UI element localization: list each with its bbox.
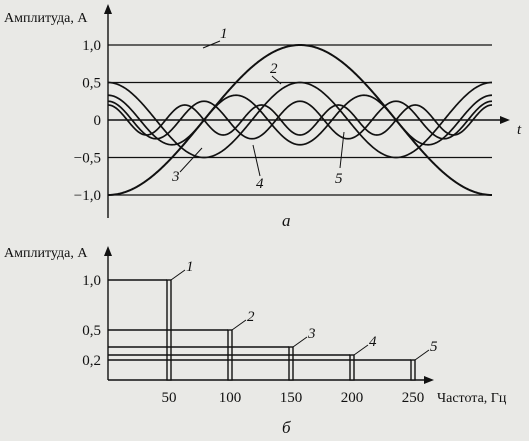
panel-a-y-tick-label: 0,5 (82, 76, 101, 92)
series-5-curve (107, 104, 493, 136)
bar-4-label: 4 (369, 334, 377, 350)
bar-3-leader (292, 336, 308, 348)
series-3-curve (107, 94, 493, 146)
series-1-label: 1 (220, 26, 228, 42)
panel-b-x-tick-label: 150 (280, 390, 303, 406)
panel-a-y-tick-label: −1,0 (74, 188, 101, 204)
panel-b-y-axis-arrow (104, 246, 112, 256)
series-5-label: 5 (335, 171, 343, 187)
series-3-label: 3 (171, 169, 180, 185)
panel-b-caption: б (282, 418, 291, 437)
series-1-curve (107, 43, 493, 196)
panel-b: 1,0 0,5 0,2 50 100 150 200 250 1 2 3 4 5 Амплитуда… (4, 246, 507, 437)
bar-1-leader (170, 269, 186, 281)
panel-b-x-tick-label: 50 (162, 390, 177, 406)
series-4-label: 4 (256, 176, 264, 192)
bar-1-label: 1 (186, 259, 194, 275)
series-4-leader (252, 144, 261, 177)
bar-3 (288, 346, 294, 381)
panel-a-caption: а (282, 211, 291, 230)
panel-b-x-axis-label: Частота, Гц (437, 391, 507, 406)
panel-a-series-labels: 1 2 3 4 5 (171, 26, 345, 192)
bar-2-leader (231, 319, 247, 331)
panel-b-y-tick-label: 0,5 (82, 323, 101, 339)
panel-b-x-tick-labels: 50 100 150 200 250 (162, 390, 425, 406)
panel-b-y-tick-label: 1,0 (82, 273, 101, 289)
series-2-curve (107, 81, 493, 159)
panel-a-x-axis-arrow (500, 116, 510, 124)
bar-5-leader (414, 349, 430, 361)
panel-a-curves (107, 43, 493, 196)
panel-b-x-axis-arrow (424, 376, 434, 384)
panel-b-bars (108, 279, 416, 381)
bar-3-label: 3 (307, 326, 316, 342)
panel-b-y-tick-labels: 1,0 0,5 0,2 (82, 273, 101, 369)
bar-4-leader (353, 344, 369, 356)
series-4-curve (107, 100, 493, 140)
bar-5-label: 5 (430, 339, 438, 355)
panel-a-y-tick-labels: 1,0 0,5 0 −0,5 −1,0 (74, 38, 101, 204)
bar-5 (410, 359, 416, 381)
panel-b-y-tick-label: 0,2 (82, 353, 101, 369)
series-3-leader (179, 147, 203, 173)
panel-a-y-axis-label: Амплитуда, А (4, 11, 88, 26)
panel-b-bar-labels: 1 2 3 4 5 (170, 259, 438, 361)
panel-a: 1,0 0,5 0 −0,5 −1,0 1 2 3 4 5 Амплитуда, А t а (4, 4, 522, 230)
series-5-leader (339, 131, 345, 169)
panel-b-y-axis-label: Амплитуда, А (4, 246, 88, 261)
panel-a-y-tick-label: −0,5 (74, 151, 101, 167)
panel-b-x-tick-label: 200 (341, 390, 364, 406)
bar-4 (349, 354, 355, 381)
panel-a-y-tick-label: 1,0 (82, 38, 101, 54)
panel-b-x-tick-label: 100 (219, 390, 242, 406)
panel-b-x-tick-label: 250 (402, 390, 425, 406)
series-2-label: 2 (270, 61, 278, 77)
panel-a-y-tick-label: 0 (94, 113, 102, 129)
series-1-leader (202, 40, 221, 49)
panel-a-y-axis-arrow (104, 4, 112, 14)
panel-a-x-axis-label: t (517, 122, 522, 138)
series-2-leader (271, 75, 282, 85)
bar-2-label: 2 (247, 309, 255, 325)
